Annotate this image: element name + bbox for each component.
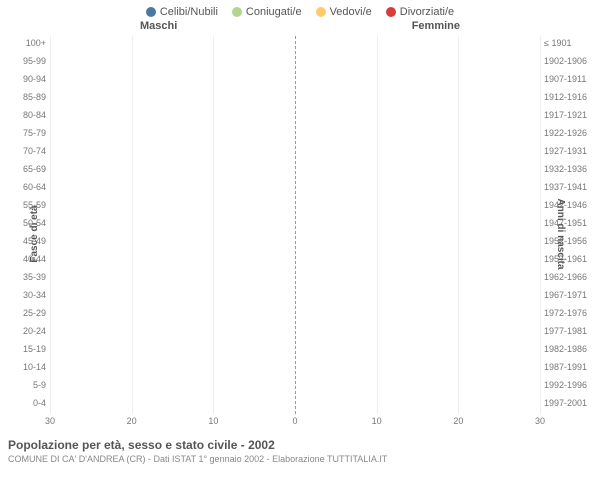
age-row: 85-891912-1916 (50, 90, 540, 108)
age-row: 25-291972-1976 (50, 306, 540, 324)
age-label: 90-94 (14, 74, 46, 84)
age-row: 80-841917-1921 (50, 108, 540, 126)
birth-label: 1967-1971 (544, 290, 590, 300)
legend-label: Celibi/Nubili (160, 6, 218, 18)
legend-label: Vedovi/e (330, 6, 372, 18)
age-row: 0-41997-2001 (50, 396, 540, 414)
legend-item: Celibi/Nubili (146, 6, 218, 18)
age-label: 35-39 (14, 272, 46, 282)
birth-label: 1972-1976 (544, 308, 590, 318)
x-tick: 10 (372, 416, 382, 426)
age-label: 20-24 (14, 326, 46, 336)
legend: Celibi/Nubili Coniugati/e Vedovi/e Divorzia… (0, 0, 600, 20)
birth-label: 1927-1931 (544, 146, 590, 156)
age-label: 75-79 (14, 128, 46, 138)
birth-label: 1902-1906 (544, 56, 590, 66)
age-label: 45-49 (14, 236, 46, 246)
age-row: 70-741927-1931 (50, 144, 540, 162)
x-tick: 10 (208, 416, 218, 426)
age-row: 20-241977-1981 (50, 324, 540, 342)
legend-swatch (146, 7, 156, 17)
age-row: 60-641937-1941 (50, 180, 540, 198)
age-label: 60-64 (14, 182, 46, 192)
age-row: 10-141987-1991 (50, 360, 540, 378)
age-row: 50-541947-1951 (50, 216, 540, 234)
age-label: 80-84 (14, 110, 46, 120)
birth-label: 1982-1986 (544, 344, 590, 354)
age-label: 85-89 (14, 92, 46, 102)
age-row: 65-691932-1936 (50, 162, 540, 180)
gridline (540, 36, 541, 414)
age-label: 65-69 (14, 164, 46, 174)
age-row: 75-791922-1926 (50, 126, 540, 144)
x-tick: 20 (453, 416, 463, 426)
birth-label: 1922-1926 (544, 128, 590, 138)
x-tick: 0 (292, 416, 297, 426)
birth-label: 1992-1996 (544, 380, 590, 390)
x-tick: 20 (127, 416, 137, 426)
age-label: 55-59 (14, 200, 46, 210)
birth-label: 1952-1956 (544, 236, 590, 246)
birth-label: 1977-1981 (544, 326, 590, 336)
legend-swatch (232, 7, 242, 17)
age-row: 15-191982-1986 (50, 342, 540, 360)
legend-item: Vedovi/e (316, 6, 372, 18)
age-label: 5-9 (14, 380, 46, 390)
chart-area: Fasce di età Anni di nascita 100+≤ 19019… (50, 36, 540, 432)
gender-headers: Maschi Femmine (0, 20, 600, 34)
birth-label: 1937-1941 (544, 182, 590, 192)
age-label: 50-54 (14, 218, 46, 228)
legend-item: Coniugati/e (232, 6, 302, 18)
x-tick: 30 (45, 416, 55, 426)
birth-label: 1912-1916 (544, 92, 590, 102)
age-row: 95-991902-1906 (50, 54, 540, 72)
legend-label: Divorziati/e (400, 6, 454, 18)
age-label: 10-14 (14, 362, 46, 372)
birth-label: 1907-1911 (544, 74, 590, 84)
age-label: 70-74 (14, 146, 46, 156)
age-label: 40-44 (14, 254, 46, 264)
legend-item: Divorziati/e (386, 6, 454, 18)
chart-subtitle: COMUNE DI CA' D'ANDREA (CR) - Dati ISTAT… (8, 454, 592, 464)
age-label: 30-34 (14, 290, 46, 300)
birth-label: ≤ 1901 (544, 38, 590, 48)
header-female: Femmine (412, 20, 460, 32)
legend-swatch (316, 7, 326, 17)
birth-label: 1932-1936 (544, 164, 590, 174)
age-row: 40-441957-1961 (50, 252, 540, 270)
age-label: 15-19 (14, 344, 46, 354)
age-row: 90-941907-1911 (50, 72, 540, 90)
birth-label: 1917-1921 (544, 110, 590, 120)
age-label: 95-99 (14, 56, 46, 66)
age-row: 100+≤ 1901 (50, 36, 540, 54)
age-row: 5-91992-1996 (50, 378, 540, 396)
age-row: 35-391962-1966 (50, 270, 540, 288)
legend-label: Coniugati/e (246, 6, 302, 18)
x-tick: 30 (535, 416, 545, 426)
chart-footer: Popolazione per età, sesso e stato civil… (0, 432, 600, 464)
age-label: 100+ (14, 38, 46, 48)
birth-label: 1942-1946 (544, 200, 590, 210)
birth-label: 1957-1961 (544, 254, 590, 264)
birth-label: 1947-1951 (544, 218, 590, 228)
x-axis: 3020100102030 (50, 416, 540, 432)
chart-title: Popolazione per età, sesso e stato civil… (8, 438, 592, 452)
birth-label: 1962-1966 (544, 272, 590, 282)
birth-label: 1987-1991 (544, 362, 590, 372)
age-row: 45-491952-1956 (50, 234, 540, 252)
birth-label: 1997-2001 (544, 398, 590, 408)
age-row: 30-341967-1971 (50, 288, 540, 306)
age-label: 25-29 (14, 308, 46, 318)
age-label: 0-4 (14, 398, 46, 408)
legend-swatch (386, 7, 396, 17)
age-row: 55-591942-1946 (50, 198, 540, 216)
population-pyramid: 100+≤ 190195-991902-190690-941907-191185… (50, 36, 540, 414)
header-male: Maschi (140, 20, 177, 32)
